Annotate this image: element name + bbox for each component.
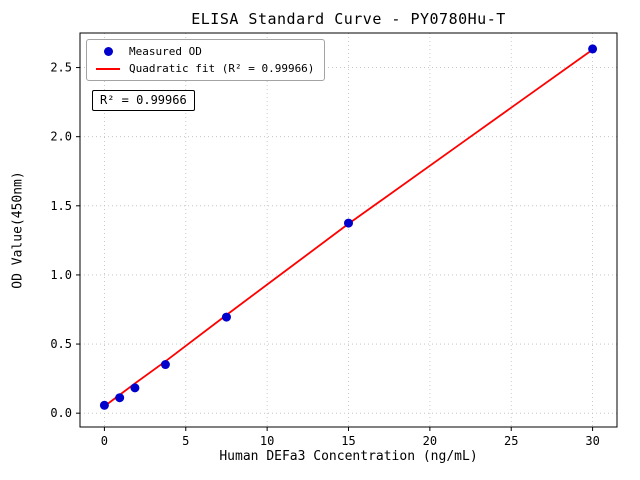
chart-title: ELISA Standard Curve - PY0780Hu-T bbox=[191, 10, 506, 28]
legend-entry-quadratic-fit: Quadratic fit (R² = 0.99966) bbox=[95, 63, 314, 74]
y-tick-label: 0.0 bbox=[50, 406, 72, 420]
x-tick-label: 5 bbox=[182, 434, 189, 448]
legend-label-measured-od: Measured OD bbox=[129, 45, 202, 58]
measured-od-point bbox=[130, 383, 140, 393]
y-tick-label: 0.5 bbox=[50, 337, 72, 351]
legend: Measured OD Quadratic fit (R² = 0.99966) bbox=[86, 39, 326, 81]
x-tick-label: 15 bbox=[341, 434, 355, 448]
y-tick-label: 1.5 bbox=[50, 199, 72, 213]
x-tick-label: 20 bbox=[423, 434, 437, 448]
y-tick-label: 2.0 bbox=[50, 130, 72, 144]
r-squared-annotation: R² = 0.99966 bbox=[92, 90, 195, 112]
y-tick-label: 1.0 bbox=[50, 268, 72, 282]
measured-od-point bbox=[221, 312, 231, 322]
legend-entry-measured-od: Measured OD bbox=[95, 46, 314, 57]
legend-marker-quadratic-fit bbox=[96, 67, 120, 70]
x-axis-label: Human DEFa3 Concentration (ng/mL) bbox=[219, 449, 478, 464]
y-axis-label: OD Value(450nm) bbox=[10, 171, 26, 289]
x-tick-label: 10 bbox=[260, 434, 274, 448]
x-tick-label: 0 bbox=[101, 434, 108, 448]
x-tick-label: 25 bbox=[504, 434, 518, 448]
legend-marker-measured-od bbox=[103, 47, 113, 56]
measured-od-point bbox=[344, 218, 353, 228]
measured-od-point bbox=[115, 393, 125, 403]
measured-od-point bbox=[160, 360, 170, 370]
x-tick-label: 30 bbox=[585, 434, 599, 448]
measured-od-point bbox=[99, 400, 109, 410]
quadratic-fit-line bbox=[103, 48, 594, 407]
y-tick-label: 2.5 bbox=[50, 61, 72, 75]
legend-marker-slot bbox=[95, 47, 121, 56]
legend-label-quadratic-fit: Quadratic fit (R² = 0.99966) bbox=[129, 62, 315, 75]
legend-marker-slot bbox=[95, 67, 121, 70]
measured-od-point bbox=[588, 44, 598, 54]
